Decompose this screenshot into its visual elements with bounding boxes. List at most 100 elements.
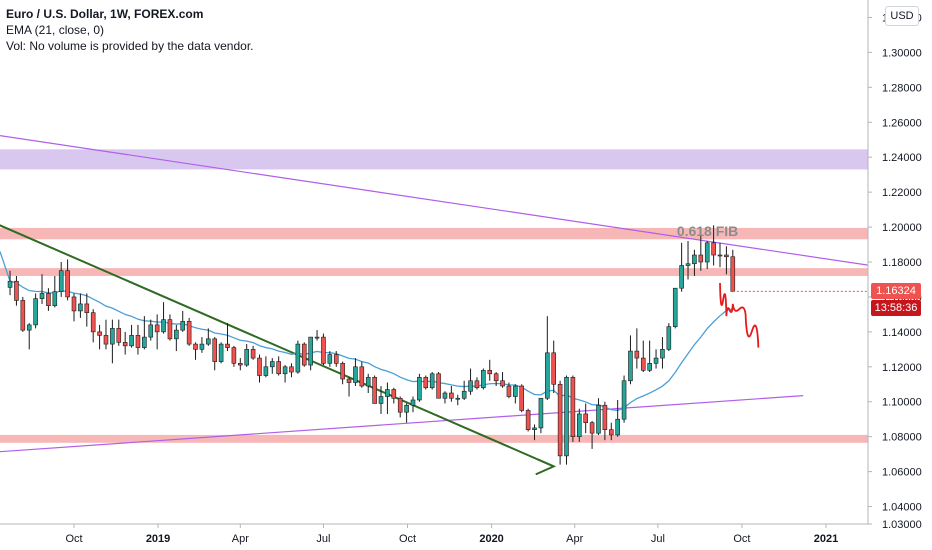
candle-body — [704, 242, 710, 263]
candle-body — [33, 298, 38, 326]
y-tick-label: 1.22000 — [882, 187, 922, 199]
candle — [314, 330, 320, 341]
candle-body — [353, 366, 358, 383]
candle-body — [199, 343, 205, 350]
candle-body — [410, 399, 416, 406]
volume-legend: Vol: No volume is provided by the data v… — [6, 39, 254, 53]
candle-body — [423, 376, 429, 389]
x-tick-label: 2019 — [146, 533, 170, 545]
candle — [391, 387, 397, 404]
candle — [647, 340, 652, 373]
candle — [116, 319, 122, 346]
x-tick-label: Apr — [566, 533, 583, 545]
candle — [583, 403, 588, 434]
y-tick-label: 1.04000 — [882, 502, 922, 514]
candle-body — [653, 357, 659, 364]
candle-body — [7, 280, 13, 288]
ema-legend: EMA (21, close, 0) — [6, 23, 105, 37]
candle-body — [570, 376, 576, 437]
candle-body — [359, 366, 365, 387]
candle — [621, 375, 627, 423]
candle-body — [711, 242, 716, 256]
candle — [333, 351, 339, 367]
candle-body — [84, 303, 90, 313]
candle-body — [660, 349, 665, 359]
zone-red-3 — [0, 434, 868, 443]
y-tick-label: 1.12000 — [882, 362, 922, 374]
candle — [39, 274, 45, 304]
candle — [346, 377, 352, 397]
candle — [289, 363, 294, 378]
candle — [321, 333, 326, 366]
candle-body — [52, 291, 58, 306]
y-tick-label: 1.30000 — [882, 47, 922, 59]
candle — [602, 401, 608, 441]
candle — [295, 340, 301, 374]
ema-line — [0, 251, 733, 412]
candle — [71, 293, 77, 322]
candle-body — [58, 270, 64, 292]
candle — [397, 396, 403, 418]
candle-body — [685, 263, 691, 266]
candle — [372, 375, 377, 404]
y-tick-label: 1.24000 — [882, 152, 922, 164]
candle — [672, 287, 678, 329]
candle-body — [154, 324, 160, 333]
candle-body — [551, 352, 556, 385]
candle — [557, 380, 563, 465]
x-tick-label: 2021 — [814, 533, 838, 545]
candle-body — [333, 354, 339, 364]
candle-body — [679, 265, 684, 289]
candle — [429, 372, 435, 390]
candle — [538, 397, 544, 434]
candle-body — [193, 343, 198, 350]
candle — [660, 337, 665, 369]
candle — [506, 382, 512, 399]
candle — [257, 354, 262, 383]
y-tick-label: 1.10000 — [882, 397, 922, 409]
candle-body — [122, 342, 128, 347]
candle — [404, 403, 409, 423]
candle-body — [244, 349, 249, 366]
candle-body — [391, 389, 397, 399]
currency-button[interactable]: USD — [885, 6, 919, 26]
candle — [167, 314, 173, 341]
candle-body — [717, 254, 723, 257]
red-projection — [719, 282, 760, 348]
candle-body — [295, 343, 301, 373]
candle-body — [455, 397, 461, 400]
candle — [110, 319, 115, 364]
x-tick-label: Jul — [651, 533, 665, 545]
y-tick-label: 1.18000 — [882, 257, 922, 269]
candle-body — [218, 343, 224, 362]
candle — [493, 372, 499, 387]
candle-body — [314, 336, 320, 339]
candle-body — [65, 270, 70, 298]
candle — [519, 384, 525, 413]
candle — [730, 249, 736, 292]
y-tick-label: 1.08000 — [882, 432, 922, 444]
candle — [513, 384, 518, 404]
x-tick-label: Oct — [399, 533, 416, 545]
candle — [7, 270, 13, 296]
candle — [142, 316, 147, 350]
candle-body — [724, 254, 729, 258]
candle — [103, 319, 109, 350]
candle-body — [513, 385, 518, 397]
candle — [353, 358, 358, 387]
candle — [135, 324, 141, 355]
candle — [666, 323, 672, 352]
candle-body — [634, 350, 640, 359]
candle — [564, 375, 569, 465]
candle — [570, 375, 576, 442]
candle — [679, 242, 684, 292]
symbol-title: Euro / U.S. Dollar, 1W, FOREX.com — [6, 7, 204, 21]
candle-body — [545, 352, 550, 399]
candle — [225, 323, 230, 352]
candle — [724, 246, 729, 275]
candle-body — [340, 363, 345, 380]
candle-body — [174, 329, 179, 340]
candle — [33, 293, 38, 329]
candle — [231, 345, 237, 367]
